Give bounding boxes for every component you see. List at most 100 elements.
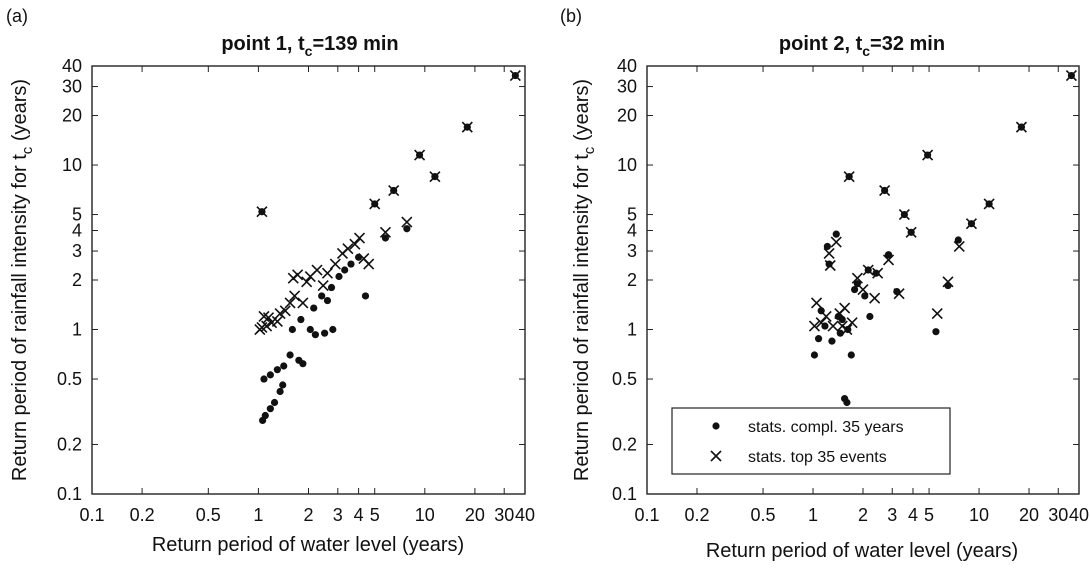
data-point-cross <box>893 288 905 300</box>
data-point-dot <box>279 381 287 389</box>
x-tick-label: 0.2 <box>684 505 709 525</box>
data-point-cross <box>284 297 296 309</box>
panel-b: (b) point 2, tc=32 min 0.1 0.2 0.5 1 2 3 4 5 10 2… <box>560 6 1089 562</box>
data-point-cross <box>262 312 275 324</box>
x-tick-label: 20 <box>1019 505 1039 525</box>
y-tick-label: 30 <box>62 77 82 97</box>
data-point-cross <box>256 206 268 218</box>
data-point-cross <box>363 258 375 270</box>
data-point-cross <box>827 320 839 332</box>
y-tick-label: 20 <box>62 106 82 126</box>
y-tick-label: 40 <box>62 56 82 76</box>
data-point-dot <box>321 329 329 337</box>
data-point-dot <box>836 329 844 337</box>
data-point-cross <box>983 198 995 210</box>
data-point-cross <box>808 320 821 332</box>
data-point-cross <box>882 254 895 266</box>
data-point-cross <box>401 216 413 228</box>
data-point-cross <box>353 232 366 244</box>
data-point-cross <box>953 240 965 252</box>
data-point-dot <box>266 405 274 413</box>
data-point-cross <box>289 290 301 302</box>
y-tick-label: 3 <box>627 241 637 261</box>
panel-a-x-tick-labels: 0.1 0.2 0.5 1 2 3 4 5 10 20 30 40 <box>79 505 535 525</box>
y-tick-label: 20 <box>617 106 637 126</box>
x-tick-label: 0.1 <box>79 505 104 525</box>
data-point-cross <box>1065 69 1077 82</box>
y-tick-label: 2 <box>627 270 637 290</box>
y-tick-label: 2 <box>72 270 82 290</box>
x-tick-label: 40 <box>1069 505 1089 525</box>
panel-b-label: (b) <box>560 6 582 26</box>
data-point-dot <box>286 351 294 359</box>
y-tick-label: 5 <box>627 205 637 225</box>
y-tick-label: 0.5 <box>612 369 637 389</box>
data-point-dot <box>306 325 314 334</box>
data-point-cross <box>509 69 521 82</box>
panel-b-y-axis-label: Return period of rainfall intensity for … <box>571 79 598 481</box>
data-point-cross <box>965 218 978 230</box>
panel-a-x-axis-label: Return period of water level (years) <box>152 534 464 556</box>
y-tick-label: 3 <box>72 241 82 261</box>
data-point-cross <box>872 267 884 279</box>
data-point-cross <box>1015 121 1027 133</box>
y-tick-label: 40 <box>617 56 637 76</box>
data-point-dot <box>327 283 336 292</box>
data-point-cross <box>931 308 943 320</box>
x-tick-label: 20 <box>465 505 485 525</box>
data-point-cross <box>279 305 291 317</box>
panel-a-marks <box>254 69 521 425</box>
y-tick-label: 30 <box>617 77 637 97</box>
panel-b-marks <box>808 69 1077 407</box>
y-tick-label: 0.5 <box>57 369 82 389</box>
legend-dot-marker <box>712 422 720 430</box>
data-point-dot <box>329 325 337 334</box>
data-point-dot <box>347 260 355 268</box>
x-tick-label: 0.1 <box>634 505 659 525</box>
data-point-cross <box>317 280 329 292</box>
legend-entry-crosses: stats. top 35 events <box>748 449 887 466</box>
data-point-cross <box>271 315 283 327</box>
data-point-cross <box>414 149 426 161</box>
data-point-cross <box>823 247 835 260</box>
data-point-dot <box>847 351 855 359</box>
data-point-dot <box>341 266 349 274</box>
data-point-cross <box>274 308 286 320</box>
data-point-dot <box>260 375 268 383</box>
y-tick-label: 10 <box>62 155 82 175</box>
data-point-dot <box>323 296 332 305</box>
x-tick-label: 30 <box>494 505 514 525</box>
data-point-cross <box>862 264 874 276</box>
data-point-cross <box>824 259 836 272</box>
data-point-dot <box>823 242 831 251</box>
data-point-cross <box>820 310 832 323</box>
data-point-dot <box>954 236 962 244</box>
data-point-cross <box>342 243 354 255</box>
data-point-dot <box>311 331 319 339</box>
data-point-dot <box>261 411 269 420</box>
data-point-cross <box>297 297 309 309</box>
data-point-cross <box>905 226 917 238</box>
data-point-cross <box>815 317 827 329</box>
y-tick-label: 10 <box>617 155 637 175</box>
data-point-cross <box>349 238 361 250</box>
y-tick-label: 1 <box>72 320 82 340</box>
data-point-cross <box>429 171 441 183</box>
data-point-dot <box>884 251 893 259</box>
data-point-dot <box>276 387 284 396</box>
x-tick-label: 1 <box>808 505 818 525</box>
x-tick-label: 2 <box>858 505 868 525</box>
x-tick-label: 5 <box>370 505 380 525</box>
x-tick-label: 3 <box>887 505 897 525</box>
y-tick-label: 1 <box>627 320 637 340</box>
data-point-dot <box>266 371 274 379</box>
y-tick-label: 0.2 <box>612 434 637 454</box>
data-point-cross <box>869 292 881 304</box>
panel-b-ticks <box>646 65 1080 495</box>
data-point-cross <box>922 149 934 161</box>
panel-a-y-axis-label: Return period of rainfall intensity for … <box>9 79 36 481</box>
data-point-cross <box>879 184 891 197</box>
data-point-cross <box>942 276 954 288</box>
y-tick-label: 4 <box>72 220 82 240</box>
